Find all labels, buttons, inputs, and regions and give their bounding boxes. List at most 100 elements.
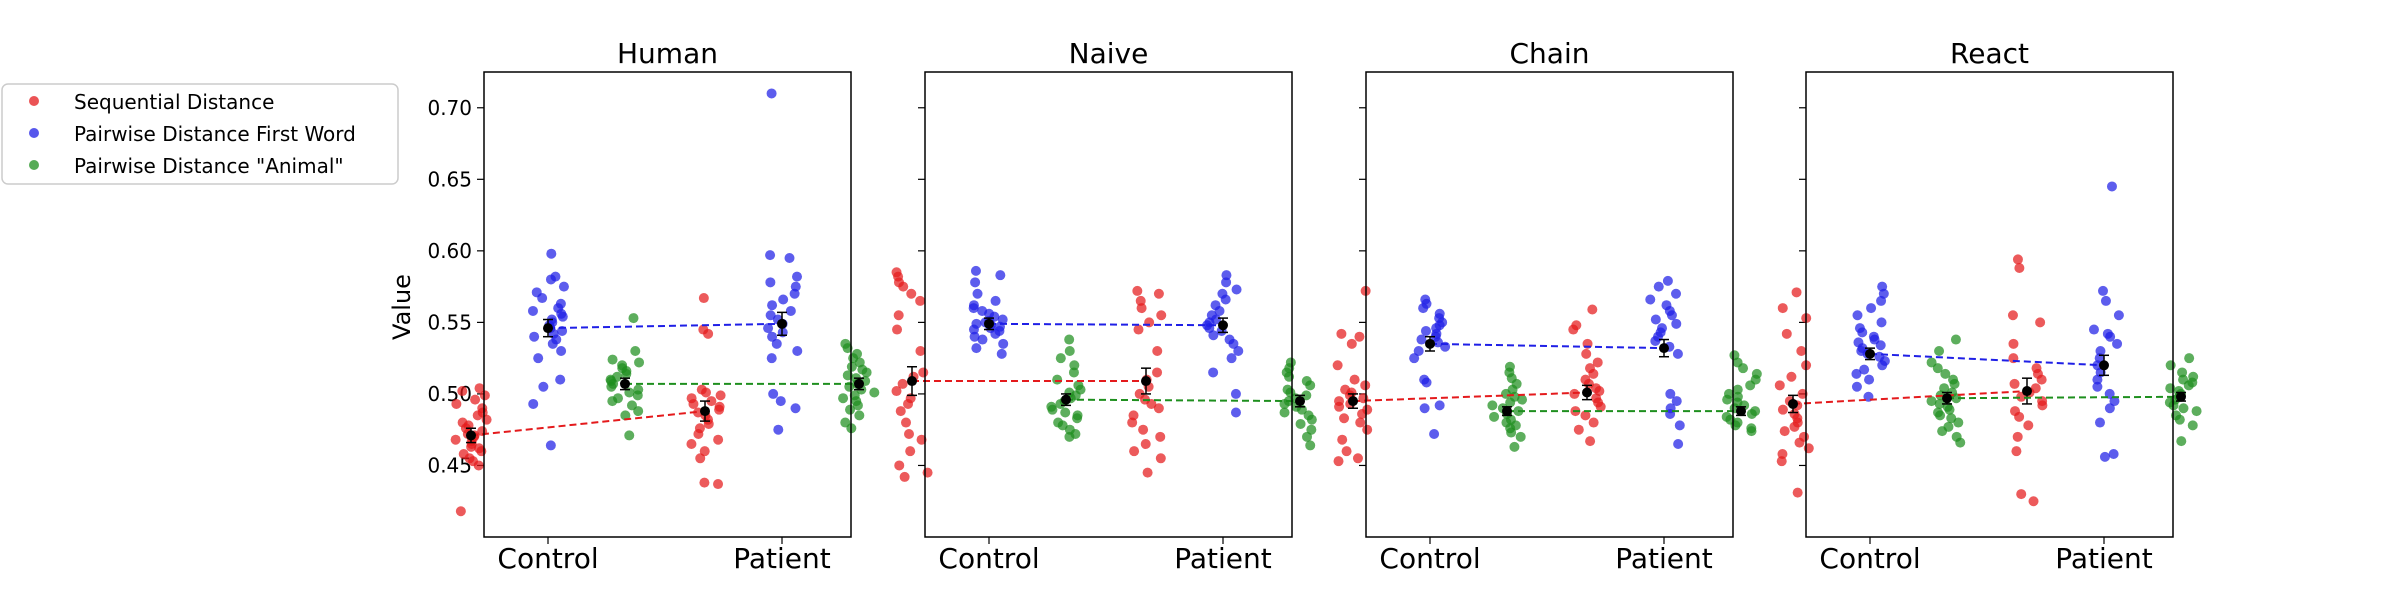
mean-marker: [1141, 376, 1151, 387]
data-point-sequential: [455, 506, 466, 517]
data-point-sequential: [1138, 424, 1149, 435]
data-point-pairwise-first-word: [971, 343, 982, 354]
mean-line-sequential: [1792, 390, 2028, 405]
data-point-pairwise-first-word: [1851, 368, 1862, 379]
legend-marker-pairwise-animal: [29, 160, 39, 170]
data-point-pairwise-animal: [1943, 421, 1954, 432]
legend-marker-pairwise-first-word: [29, 128, 39, 138]
data-point-pairwise-animal: [2178, 403, 2189, 414]
data-point-pairwise-first-word: [1420, 294, 1431, 305]
data-point-sequential: [1144, 317, 1155, 328]
data-point-pairwise-first-word: [2112, 338, 2123, 349]
data-point-pairwise-animal: [1933, 407, 1944, 418]
data-point-sequential: [2035, 317, 2046, 328]
data-point-pairwise-first-word: [968, 300, 979, 311]
data-point-pairwise-first-word: [767, 331, 778, 342]
data-point-pairwise-first-word: [1674, 420, 1685, 431]
mean-marker: [2022, 386, 2032, 397]
data-point-pairwise-first-word: [998, 338, 1009, 349]
mean-marker: [1736, 406, 1746, 417]
data-point-pairwise-animal: [1055, 353, 1066, 364]
data-point-sequential: [904, 428, 914, 439]
panel-title: Chain: [1510, 37, 1590, 70]
data-point-sequential: [714, 401, 725, 412]
data-point-pairwise-animal: [840, 338, 851, 349]
data-point-pairwise-first-word: [1429, 428, 1440, 439]
data-point-sequential: [1587, 304, 1598, 315]
mean-line-pairwise-first-word: [547, 322, 783, 330]
data-point-sequential: [474, 443, 485, 454]
data-point-sequential: [686, 393, 697, 404]
data-point-pairwise-first-word: [995, 270, 1006, 281]
data-point-pairwise-animal: [1072, 410, 1083, 421]
data-point-pairwise-first-word: [529, 331, 540, 342]
data-point-sequential: [699, 446, 710, 457]
panel-react: React Control Patient: [1774, 37, 2202, 575]
data-point-sequential: [1140, 439, 1151, 449]
data-point-sequential: [916, 434, 927, 445]
data-point-sequential: [2014, 263, 2025, 274]
data-point-pairwise-animal: [1073, 380, 1084, 391]
data-point-pairwise-first-word: [765, 277, 776, 288]
data-point-pairwise-animal: [1948, 374, 1959, 385]
data-point-sequential: [1155, 453, 1166, 464]
mean-marker: [1425, 338, 1435, 349]
data-point-pairwise-first-word: [765, 250, 776, 261]
data-point-pairwise-first-word: [767, 300, 778, 311]
data-point-pairwise-animal: [1489, 411, 1500, 422]
data-point-pairwise-first-word: [1206, 310, 1217, 321]
data-point-sequential: [1355, 417, 1366, 428]
legend-marker-sequential: [29, 96, 39, 106]
mean-marker: [2099, 360, 2109, 371]
data-point-sequential: [2023, 420, 2034, 431]
data-point-pairwise-first-word: [778, 294, 789, 305]
data-point-sequential: [2031, 363, 2042, 374]
mean-marker: [777, 318, 787, 329]
data-point-pairwise-first-word: [1671, 318, 1682, 329]
data-point-pairwise-first-word: [1434, 308, 1445, 319]
data-point-pairwise-first-word: [790, 281, 801, 292]
data-point-pairwise-first-word: [1221, 270, 1232, 281]
data-point-pairwise-first-word: [1434, 400, 1445, 411]
mean-marker: [543, 323, 553, 334]
data-point-pairwise-animal: [634, 357, 645, 368]
data-point-pairwise-first-word: [1419, 374, 1430, 385]
data-point-sequential: [1346, 338, 1357, 349]
data-point-pairwise-animal: [1279, 407, 1290, 418]
data-point-pairwise-first-word: [971, 318, 982, 329]
data-point-pairwise-animal: [1301, 376, 1312, 387]
data-point-pairwise-animal: [633, 384, 644, 395]
data-point-sequential: [470, 394, 481, 405]
data-point-pairwise-first-word: [1419, 403, 1430, 414]
data-point-sequential: [1142, 467, 1153, 478]
mean-marker: [1061, 394, 1071, 405]
data-point-pairwise-animal: [2165, 360, 2176, 371]
data-point-pairwise-first-word: [1233, 346, 1244, 356]
data-point-pairwise-animal: [1285, 357, 1296, 368]
data-point-pairwise-animal: [1487, 400, 1498, 411]
data-point-sequential: [1339, 413, 1350, 424]
data-point-sequential: [1573, 424, 1584, 435]
data-point-pairwise-animal: [2176, 436, 2187, 447]
mean-line-pairwise-first-word: [1429, 342, 1665, 350]
legend-label-pairwise-first-word: Pairwise Distance First Word: [74, 122, 356, 146]
data-point-pairwise-first-word: [550, 271, 561, 282]
data-point-pairwise-first-word: [1413, 346, 1424, 356]
x-tick-label: Patient: [733, 542, 831, 575]
data-point-sequential: [1792, 487, 1803, 498]
mean-marker: [700, 406, 710, 417]
data-point-sequential: [1333, 456, 1344, 467]
data-point-sequential: [2010, 406, 2021, 417]
data-point-sequential: [1774, 380, 1785, 391]
data-point-pairwise-first-word: [1877, 281, 1888, 292]
data-point-sequential: [479, 390, 490, 401]
data-point-sequential: [915, 346, 926, 356]
data-point-pairwise-first-word: [531, 287, 542, 298]
data-point-pairwise-animal: [1950, 334, 1961, 345]
data-point-sequential: [715, 390, 726, 401]
data-point-pairwise-animal: [1305, 440, 1316, 451]
data-point-pairwise-animal: [1750, 406, 1761, 417]
data-point-pairwise-animal: [1934, 398, 1945, 409]
plot-frame: [483, 71, 852, 538]
